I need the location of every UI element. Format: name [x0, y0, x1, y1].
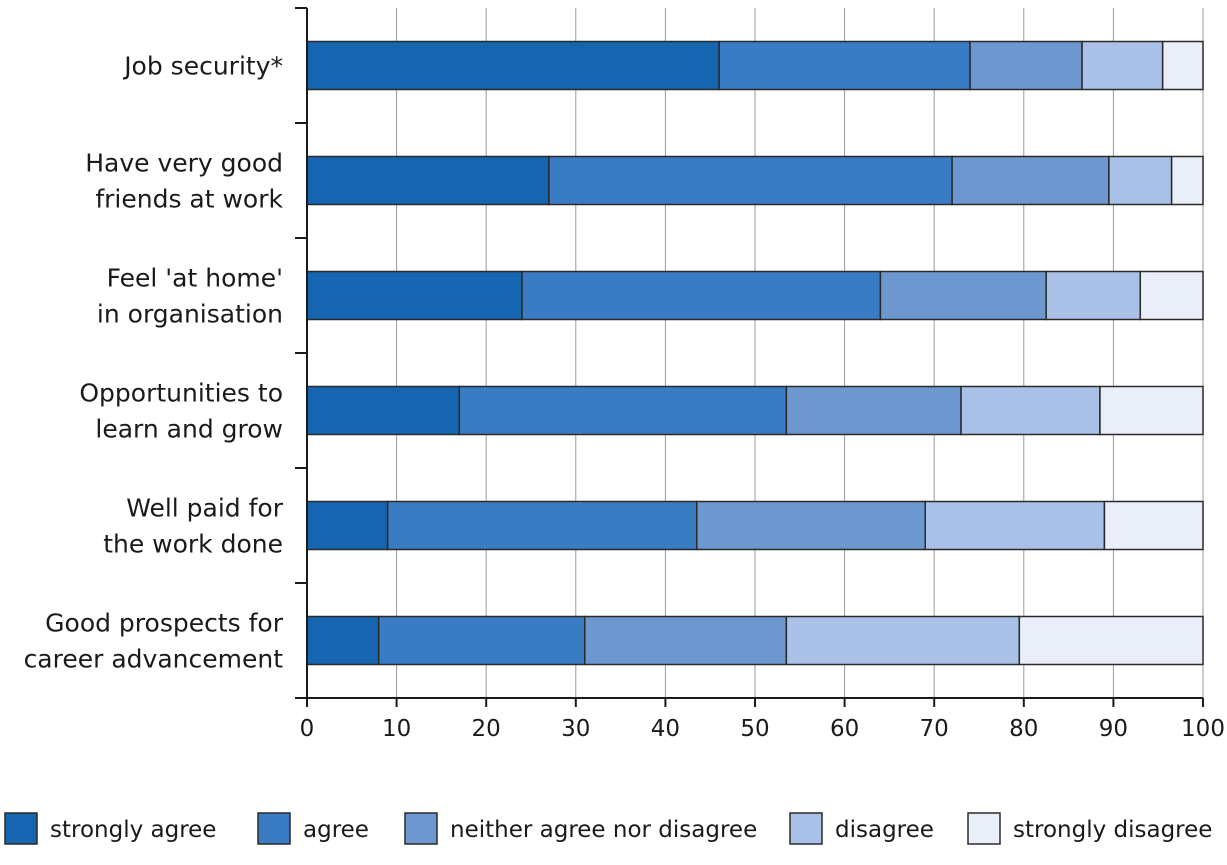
bar-segment: [785, 385, 962, 436]
bar-segment: [306, 615, 380, 666]
legend: strongly agree agree neither agree nor dis…: [4, 812, 1212, 845]
x-tick-label: 100: [1181, 716, 1225, 742]
bar-segment: [386, 500, 698, 551]
category-label: Job security*: [122, 52, 283, 81]
x-tick-label: 20: [472, 716, 501, 742]
bar-segment: [696, 500, 926, 551]
legend-label: strongly disagree: [1013, 817, 1212, 843]
bar-segment: [1108, 155, 1173, 206]
bar-segment: [1170, 155, 1204, 206]
x-tick-label: 10: [382, 716, 411, 742]
x-tick-label: 80: [1009, 716, 1038, 742]
category-label: Feel 'at home' in organisation: [97, 264, 283, 329]
bar-segment: [1045, 270, 1142, 321]
legend-label: strongly agree: [50, 817, 216, 843]
bar-segment: [969, 40, 1083, 91]
bar-segment: [521, 270, 882, 321]
legend-swatch: [4, 812, 38, 845]
legend-swatch: [404, 812, 438, 845]
x-tick-label: 0: [300, 716, 315, 742]
legend-swatch: [967, 812, 1001, 845]
bar-segment: [1161, 40, 1204, 91]
category-label: Good prospects for career advancement: [24, 609, 284, 674]
legend-swatch: [789, 812, 823, 845]
bar-segment: [458, 385, 788, 436]
x-tick-label: 40: [651, 716, 680, 742]
bar-segment: [306, 155, 550, 206]
legend-label: disagree: [835, 817, 934, 843]
category-label: Have very good friends at work: [85, 149, 283, 214]
legend-swatch: [257, 812, 291, 845]
x-tick-label: 60: [830, 716, 859, 742]
bar-segment: [1139, 270, 1204, 321]
bar-segment: [1099, 385, 1204, 436]
axes: [295, 7, 1204, 707]
category-labels: Job security* Have very good friends at wo…: [24, 52, 284, 674]
bars: [306, 40, 1204, 666]
legend-label: neither agree nor disagree: [450, 817, 757, 843]
bar-segment: [377, 615, 586, 666]
grid-lines: [396, 8, 1204, 698]
bar-segment: [879, 270, 1047, 321]
bar-segment: [548, 155, 953, 206]
x-tick-label: 30: [561, 716, 590, 742]
bar-segment: [1081, 40, 1164, 91]
bar-segment: [785, 615, 1021, 666]
bar-segment: [1018, 615, 1204, 666]
bar-segment: [584, 615, 788, 666]
x-tick-label: 90: [1099, 716, 1128, 742]
bar-segment: [960, 385, 1101, 436]
bar-segment: [718, 40, 971, 91]
bar-segment: [306, 500, 389, 551]
x-tick-label: 50: [740, 716, 769, 742]
bar-segment: [1103, 500, 1204, 551]
bar-segment: [306, 385, 461, 436]
category-label: Well paid for the work done: [103, 494, 284, 559]
legend-label: agree: [303, 817, 369, 843]
bar-segment: [924, 500, 1106, 551]
x-tick-label: 70: [920, 716, 949, 742]
x-tick-labels: 0 10 20 30 40 50 60 70 80 90 100: [300, 716, 1225, 742]
bar-segment: [306, 270, 523, 321]
bar-segment: [306, 40, 720, 91]
category-label: Opportunities to learn and grow: [79, 379, 283, 444]
bar-segment: [951, 155, 1110, 206]
